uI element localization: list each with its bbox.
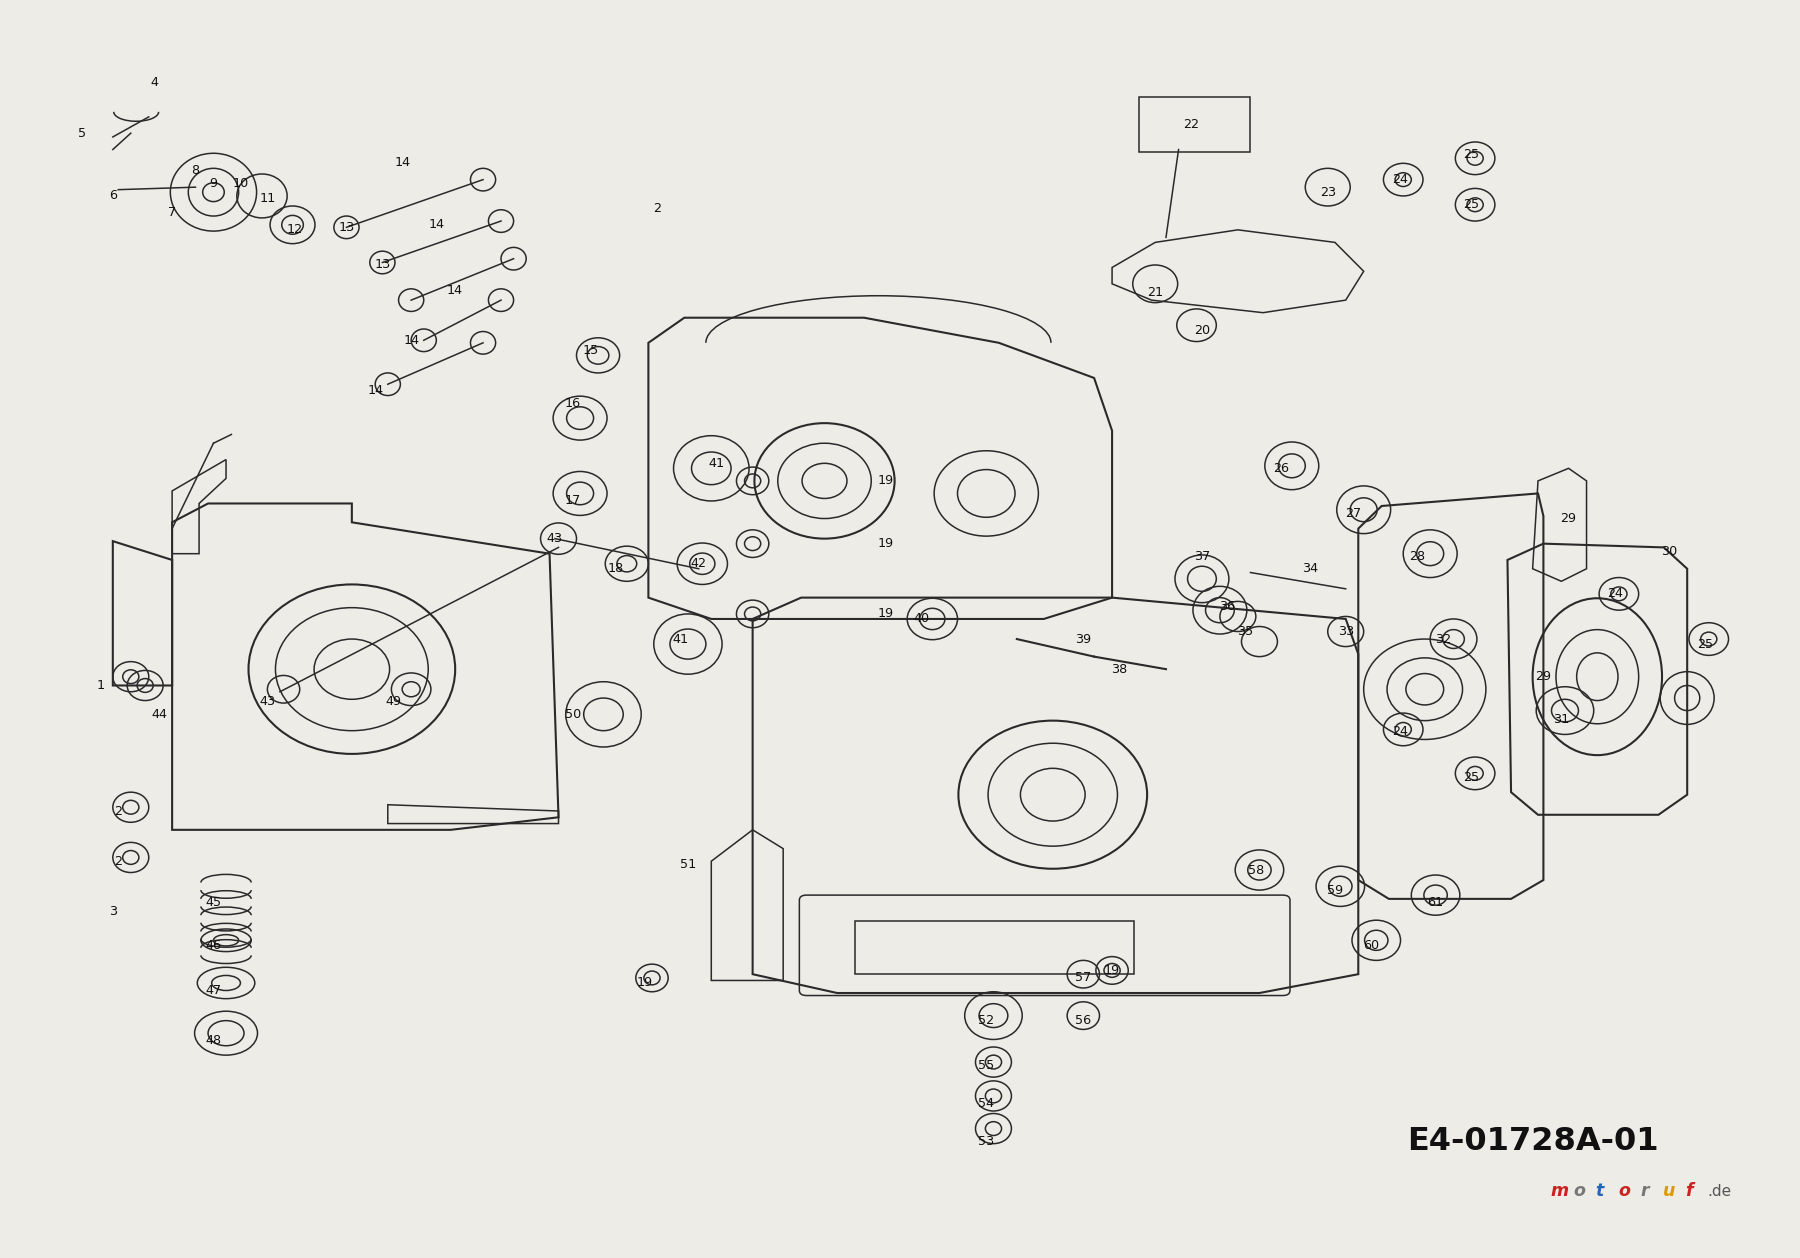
Text: 28: 28 <box>1409 550 1426 562</box>
Text: 14: 14 <box>403 333 419 347</box>
Text: u: u <box>1663 1183 1676 1200</box>
Text: 7: 7 <box>167 206 176 219</box>
Text: 12: 12 <box>286 224 302 237</box>
Text: 2: 2 <box>113 805 122 818</box>
Text: 19: 19 <box>878 537 893 550</box>
Text: 48: 48 <box>205 1034 221 1047</box>
Text: o: o <box>1618 1183 1631 1200</box>
Text: 10: 10 <box>232 177 248 190</box>
Text: 49: 49 <box>385 696 401 708</box>
Text: 57: 57 <box>1075 971 1091 985</box>
Text: f: f <box>1685 1183 1692 1200</box>
Text: 32: 32 <box>1435 633 1451 645</box>
Text: 43: 43 <box>547 532 563 545</box>
Text: 56: 56 <box>1075 1014 1091 1027</box>
Text: 25: 25 <box>1463 771 1480 784</box>
Text: 13: 13 <box>338 221 355 234</box>
Text: 2: 2 <box>113 854 122 868</box>
Text: 29: 29 <box>1535 671 1552 683</box>
Text: 39: 39 <box>1075 633 1091 645</box>
Text: 6: 6 <box>108 190 117 203</box>
Text: 19: 19 <box>878 608 893 620</box>
Text: 16: 16 <box>565 396 581 410</box>
Text: 54: 54 <box>977 1097 994 1110</box>
Text: 41: 41 <box>673 633 689 645</box>
Text: 30: 30 <box>1661 545 1678 557</box>
Text: 3: 3 <box>108 905 117 918</box>
Text: 37: 37 <box>1193 550 1210 562</box>
Text: 13: 13 <box>374 258 391 272</box>
Text: 21: 21 <box>1147 286 1163 299</box>
Text: 18: 18 <box>608 562 625 575</box>
Text: E4-01728A-01: E4-01728A-01 <box>1408 1126 1658 1156</box>
Text: 58: 58 <box>1247 863 1264 877</box>
Text: 55: 55 <box>977 1059 994 1072</box>
Text: 40: 40 <box>914 613 929 625</box>
Text: 4: 4 <box>149 77 158 89</box>
Text: 14: 14 <box>394 156 410 169</box>
Text: 23: 23 <box>1319 186 1336 199</box>
Text: 14: 14 <box>367 384 383 398</box>
Text: 25: 25 <box>1463 148 1480 161</box>
Text: 45: 45 <box>205 896 221 910</box>
Text: .de: .de <box>1708 1184 1732 1199</box>
Text: 17: 17 <box>565 494 581 507</box>
Text: 33: 33 <box>1337 625 1354 638</box>
Text: 29: 29 <box>1561 512 1577 525</box>
Text: 43: 43 <box>259 696 275 708</box>
Text: 8: 8 <box>191 165 200 177</box>
Text: 25: 25 <box>1463 199 1480 211</box>
Text: 60: 60 <box>1363 938 1379 952</box>
Text: 44: 44 <box>151 708 167 721</box>
Text: 19: 19 <box>1103 964 1120 977</box>
Text: 38: 38 <box>1111 663 1127 676</box>
Text: 61: 61 <box>1427 896 1444 910</box>
Text: 46: 46 <box>205 938 221 952</box>
Text: 41: 41 <box>709 457 725 469</box>
Text: 51: 51 <box>680 858 697 872</box>
Text: 35: 35 <box>1237 625 1253 638</box>
Text: 36: 36 <box>1219 600 1235 613</box>
Text: 24: 24 <box>1391 174 1408 186</box>
Text: r: r <box>1640 1183 1649 1200</box>
Text: 5: 5 <box>77 127 86 140</box>
Text: 59: 59 <box>1327 883 1343 897</box>
Text: 31: 31 <box>1553 713 1570 726</box>
Text: 25: 25 <box>1697 638 1714 650</box>
Text: 15: 15 <box>583 343 599 357</box>
Text: 47: 47 <box>205 984 221 998</box>
Text: 22: 22 <box>1183 118 1199 131</box>
Text: 20: 20 <box>1193 323 1210 337</box>
Text: m: m <box>1550 1183 1570 1200</box>
Text: t: t <box>1595 1183 1604 1200</box>
Text: 14: 14 <box>446 283 463 297</box>
Text: 19: 19 <box>878 474 893 487</box>
Text: 42: 42 <box>691 557 707 570</box>
Text: 24: 24 <box>1607 587 1624 600</box>
Text: 19: 19 <box>637 976 653 990</box>
Text: 50: 50 <box>565 708 581 721</box>
Text: 52: 52 <box>977 1014 994 1027</box>
Text: 24: 24 <box>1391 726 1408 738</box>
Text: 26: 26 <box>1273 462 1289 474</box>
Text: 9: 9 <box>209 177 218 190</box>
Text: o: o <box>1573 1183 1586 1200</box>
Text: 1: 1 <box>95 679 104 692</box>
Text: 14: 14 <box>428 219 445 231</box>
Text: 11: 11 <box>259 192 275 205</box>
Text: 27: 27 <box>1345 507 1361 520</box>
Text: 34: 34 <box>1301 562 1318 575</box>
Text: 53: 53 <box>977 1135 994 1147</box>
Text: 2: 2 <box>653 203 661 215</box>
